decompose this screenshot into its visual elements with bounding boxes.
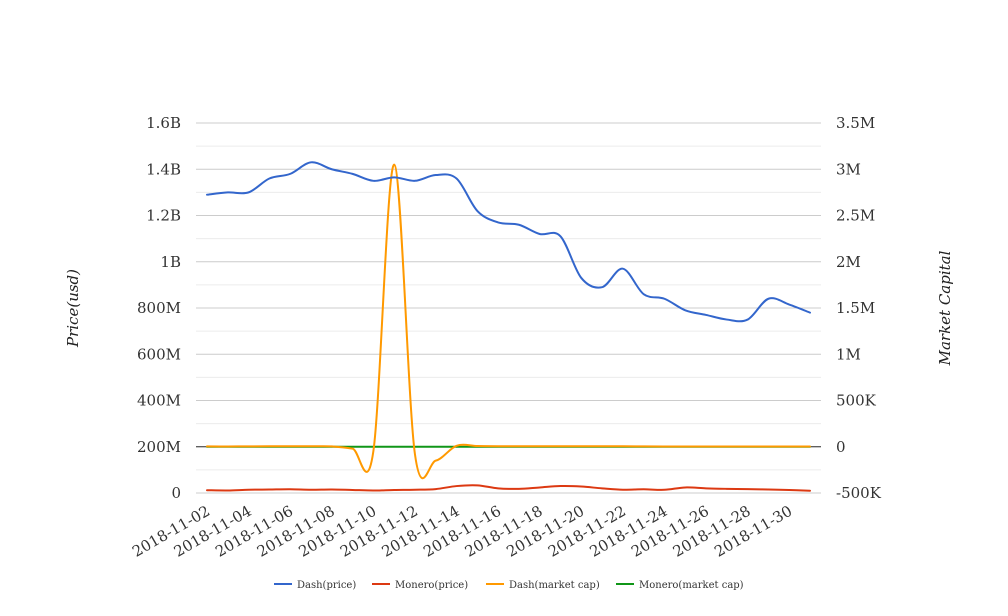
- right-axis-title: Market Capital: [936, 250, 954, 366]
- legend-label-monero-price: Monero(price): [395, 580, 468, 591]
- series-line-monero-price: [206, 484, 811, 492]
- legend-label-dash-price: Dash(price): [297, 580, 356, 591]
- right-tick-label: 500K: [836, 392, 877, 410]
- left-tick-label: 0: [171, 484, 181, 502]
- left-tick-label: 1.6B: [146, 114, 181, 132]
- left-tick-label: 400M: [137, 392, 181, 410]
- left-axis-ticks: 0 200M 400M 600M 800M 1B 1.2B 1.4B 1.6B: [137, 114, 181, 502]
- legend-label-dash-market-cap: Dash(market cap): [509, 580, 600, 591]
- right-tick-label: 1M: [836, 345, 861, 363]
- right-tick-label: 0: [836, 438, 846, 456]
- right-tick-label: 2.5M: [836, 207, 875, 225]
- left-tick-label: 600M: [137, 345, 181, 363]
- right-axis-ticks: -500K 0 500K 1M 1.5M 2M 2.5M 3M 3.5M: [836, 114, 882, 502]
- left-tick-label: 1.2B: [146, 207, 181, 225]
- grid-lines: [196, 122, 821, 494]
- x-axis-ticks: 2018-11-022018-11-042018-11-062018-11-08…: [129, 502, 795, 561]
- left-axis-title: Price(usd): [64, 269, 82, 348]
- left-tick-label: 200M: [137, 438, 181, 456]
- right-tick-label: 3M: [836, 160, 861, 178]
- right-tick-label: -500K: [836, 484, 882, 502]
- legend-label-monero-market-cap: Monero(market cap): [639, 580, 744, 591]
- series-line-dash-price: [206, 161, 811, 323]
- series-lines: [206, 161, 811, 492]
- right-tick-label: 1.5M: [836, 299, 875, 317]
- series-line-dash-market-cap: [206, 163, 811, 480]
- right-tick-label: 3.5M: [836, 114, 875, 132]
- left-tick-label: 800M: [137, 299, 181, 317]
- legend: Dash(price) Monero(price) Dash(market cap)…: [274, 580, 744, 591]
- right-tick-label: 2M: [836, 253, 861, 271]
- left-tick-label: 1.4B: [146, 160, 181, 178]
- left-tick-label: 1B: [160, 253, 181, 271]
